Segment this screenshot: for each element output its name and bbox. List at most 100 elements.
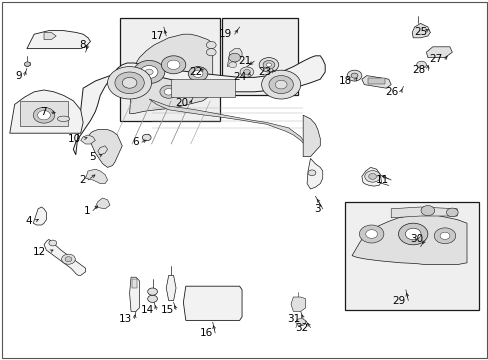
Polygon shape <box>129 34 212 113</box>
Text: 3: 3 <box>313 204 320 214</box>
Bar <box>344 202 478 310</box>
Text: 4: 4 <box>25 216 32 226</box>
Circle shape <box>161 56 185 74</box>
Circle shape <box>350 73 357 78</box>
Circle shape <box>206 41 216 49</box>
Text: 21: 21 <box>238 56 251 66</box>
Polygon shape <box>361 76 390 88</box>
Circle shape <box>61 254 75 264</box>
Circle shape <box>228 53 240 62</box>
Polygon shape <box>303 115 320 157</box>
Circle shape <box>145 69 153 75</box>
Polygon shape <box>44 239 85 275</box>
Text: 30: 30 <box>409 234 422 244</box>
Circle shape <box>433 228 455 244</box>
Circle shape <box>167 60 180 69</box>
Polygon shape <box>149 99 305 146</box>
Text: 12: 12 <box>33 247 46 257</box>
Text: 28: 28 <box>411 65 425 75</box>
Circle shape <box>405 228 420 240</box>
Text: 11: 11 <box>375 175 388 185</box>
Polygon shape <box>361 167 381 186</box>
Circle shape <box>275 80 286 89</box>
Circle shape <box>439 232 449 239</box>
Circle shape <box>368 174 376 179</box>
Circle shape <box>188 67 207 81</box>
Circle shape <box>243 69 250 75</box>
Polygon shape <box>129 277 139 311</box>
Circle shape <box>240 67 253 77</box>
Circle shape <box>24 62 30 66</box>
Text: 25: 25 <box>414 27 427 37</box>
Bar <box>132 279 137 288</box>
Circle shape <box>266 63 271 67</box>
Text: 18: 18 <box>338 76 351 86</box>
Circle shape <box>206 49 216 56</box>
Polygon shape <box>390 207 456 218</box>
Polygon shape <box>411 23 429 38</box>
Polygon shape <box>73 56 325 155</box>
Circle shape <box>189 86 196 91</box>
Text: 9: 9 <box>15 71 22 81</box>
Circle shape <box>33 107 55 123</box>
Text: 32: 32 <box>294 323 307 333</box>
Text: 2: 2 <box>79 175 85 185</box>
Bar <box>20 101 68 126</box>
Circle shape <box>115 72 144 94</box>
Ellipse shape <box>58 116 69 122</box>
Text: 20: 20 <box>175 98 188 108</box>
Text: 16: 16 <box>199 328 212 338</box>
Text: 19: 19 <box>219 29 232 39</box>
Bar <box>222 18 298 95</box>
Circle shape <box>133 60 164 84</box>
Polygon shape <box>290 297 305 311</box>
Circle shape <box>261 70 300 99</box>
Text: 29: 29 <box>392 296 405 306</box>
Circle shape <box>359 225 383 243</box>
Circle shape <box>38 111 50 120</box>
Circle shape <box>446 208 457 217</box>
Polygon shape <box>183 286 242 320</box>
Polygon shape <box>27 31 90 49</box>
Polygon shape <box>88 130 122 167</box>
Polygon shape <box>10 90 83 133</box>
Text: 27: 27 <box>428 54 442 64</box>
Text: 31: 31 <box>287 314 300 324</box>
Polygon shape <box>85 169 107 184</box>
Polygon shape <box>98 146 107 155</box>
Circle shape <box>420 206 434 216</box>
Circle shape <box>147 295 157 302</box>
Polygon shape <box>81 135 95 144</box>
Text: 14: 14 <box>141 305 154 315</box>
Circle shape <box>346 70 361 81</box>
Circle shape <box>295 319 305 326</box>
Text: 6: 6 <box>132 137 139 147</box>
Polygon shape <box>25 62 30 67</box>
Circle shape <box>147 288 157 295</box>
Circle shape <box>185 83 200 94</box>
Text: 8: 8 <box>79 40 85 50</box>
Text: 17: 17 <box>150 31 163 41</box>
Polygon shape <box>227 49 242 67</box>
Text: 24: 24 <box>233 72 246 82</box>
Text: 23: 23 <box>258 67 271 77</box>
Polygon shape <box>426 47 451 58</box>
Polygon shape <box>351 214 466 265</box>
Circle shape <box>259 58 278 72</box>
Circle shape <box>65 257 72 262</box>
Bar <box>171 79 234 97</box>
Circle shape <box>122 77 137 88</box>
Bar <box>120 18 220 121</box>
Circle shape <box>160 85 177 98</box>
Text: 10: 10 <box>67 134 81 144</box>
Circle shape <box>193 70 203 77</box>
Circle shape <box>140 66 158 78</box>
Polygon shape <box>306 158 322 189</box>
Circle shape <box>164 89 173 95</box>
Text: 13: 13 <box>119 314 132 324</box>
Circle shape <box>365 230 377 238</box>
Polygon shape <box>166 275 176 301</box>
Bar <box>367 78 384 84</box>
Polygon shape <box>33 207 46 225</box>
Text: 5: 5 <box>88 152 95 162</box>
